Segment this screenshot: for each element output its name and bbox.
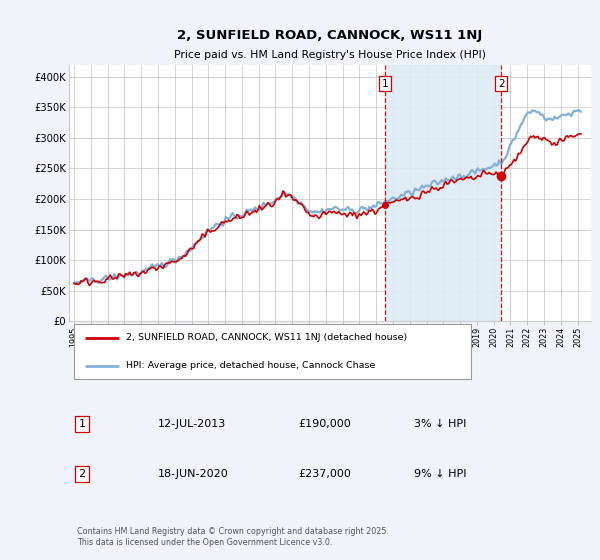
FancyBboxPatch shape xyxy=(74,324,471,379)
Text: Contains HM Land Registry data © Crown copyright and database right 2025.
This d: Contains HM Land Registry data © Crown c… xyxy=(77,527,389,547)
Text: 2: 2 xyxy=(498,79,505,89)
Text: 12-JUL-2013: 12-JUL-2013 xyxy=(158,419,226,429)
Text: £237,000: £237,000 xyxy=(299,469,352,479)
Text: 1: 1 xyxy=(382,79,388,89)
Text: 18-JUN-2020: 18-JUN-2020 xyxy=(158,469,229,479)
Text: 2, SUNFIELD ROAD, CANNOCK, WS11 1NJ: 2, SUNFIELD ROAD, CANNOCK, WS11 1NJ xyxy=(178,29,482,41)
Text: HPI: Average price, detached house, Cannock Chase: HPI: Average price, detached house, Cann… xyxy=(127,361,376,370)
Text: 1: 1 xyxy=(79,419,86,429)
Text: 2, SUNFIELD ROAD, CANNOCK, WS11 1NJ (detached house): 2, SUNFIELD ROAD, CANNOCK, WS11 1NJ (det… xyxy=(127,333,407,342)
Text: 3% ↓ HPI: 3% ↓ HPI xyxy=(413,419,466,429)
Text: £190,000: £190,000 xyxy=(299,419,352,429)
Text: 9% ↓ HPI: 9% ↓ HPI xyxy=(413,469,466,479)
Text: 2: 2 xyxy=(79,469,86,479)
Bar xyxy=(385,64,502,321)
Text: Price paid vs. HM Land Registry's House Price Index (HPI): Price paid vs. HM Land Registry's House … xyxy=(174,50,486,60)
